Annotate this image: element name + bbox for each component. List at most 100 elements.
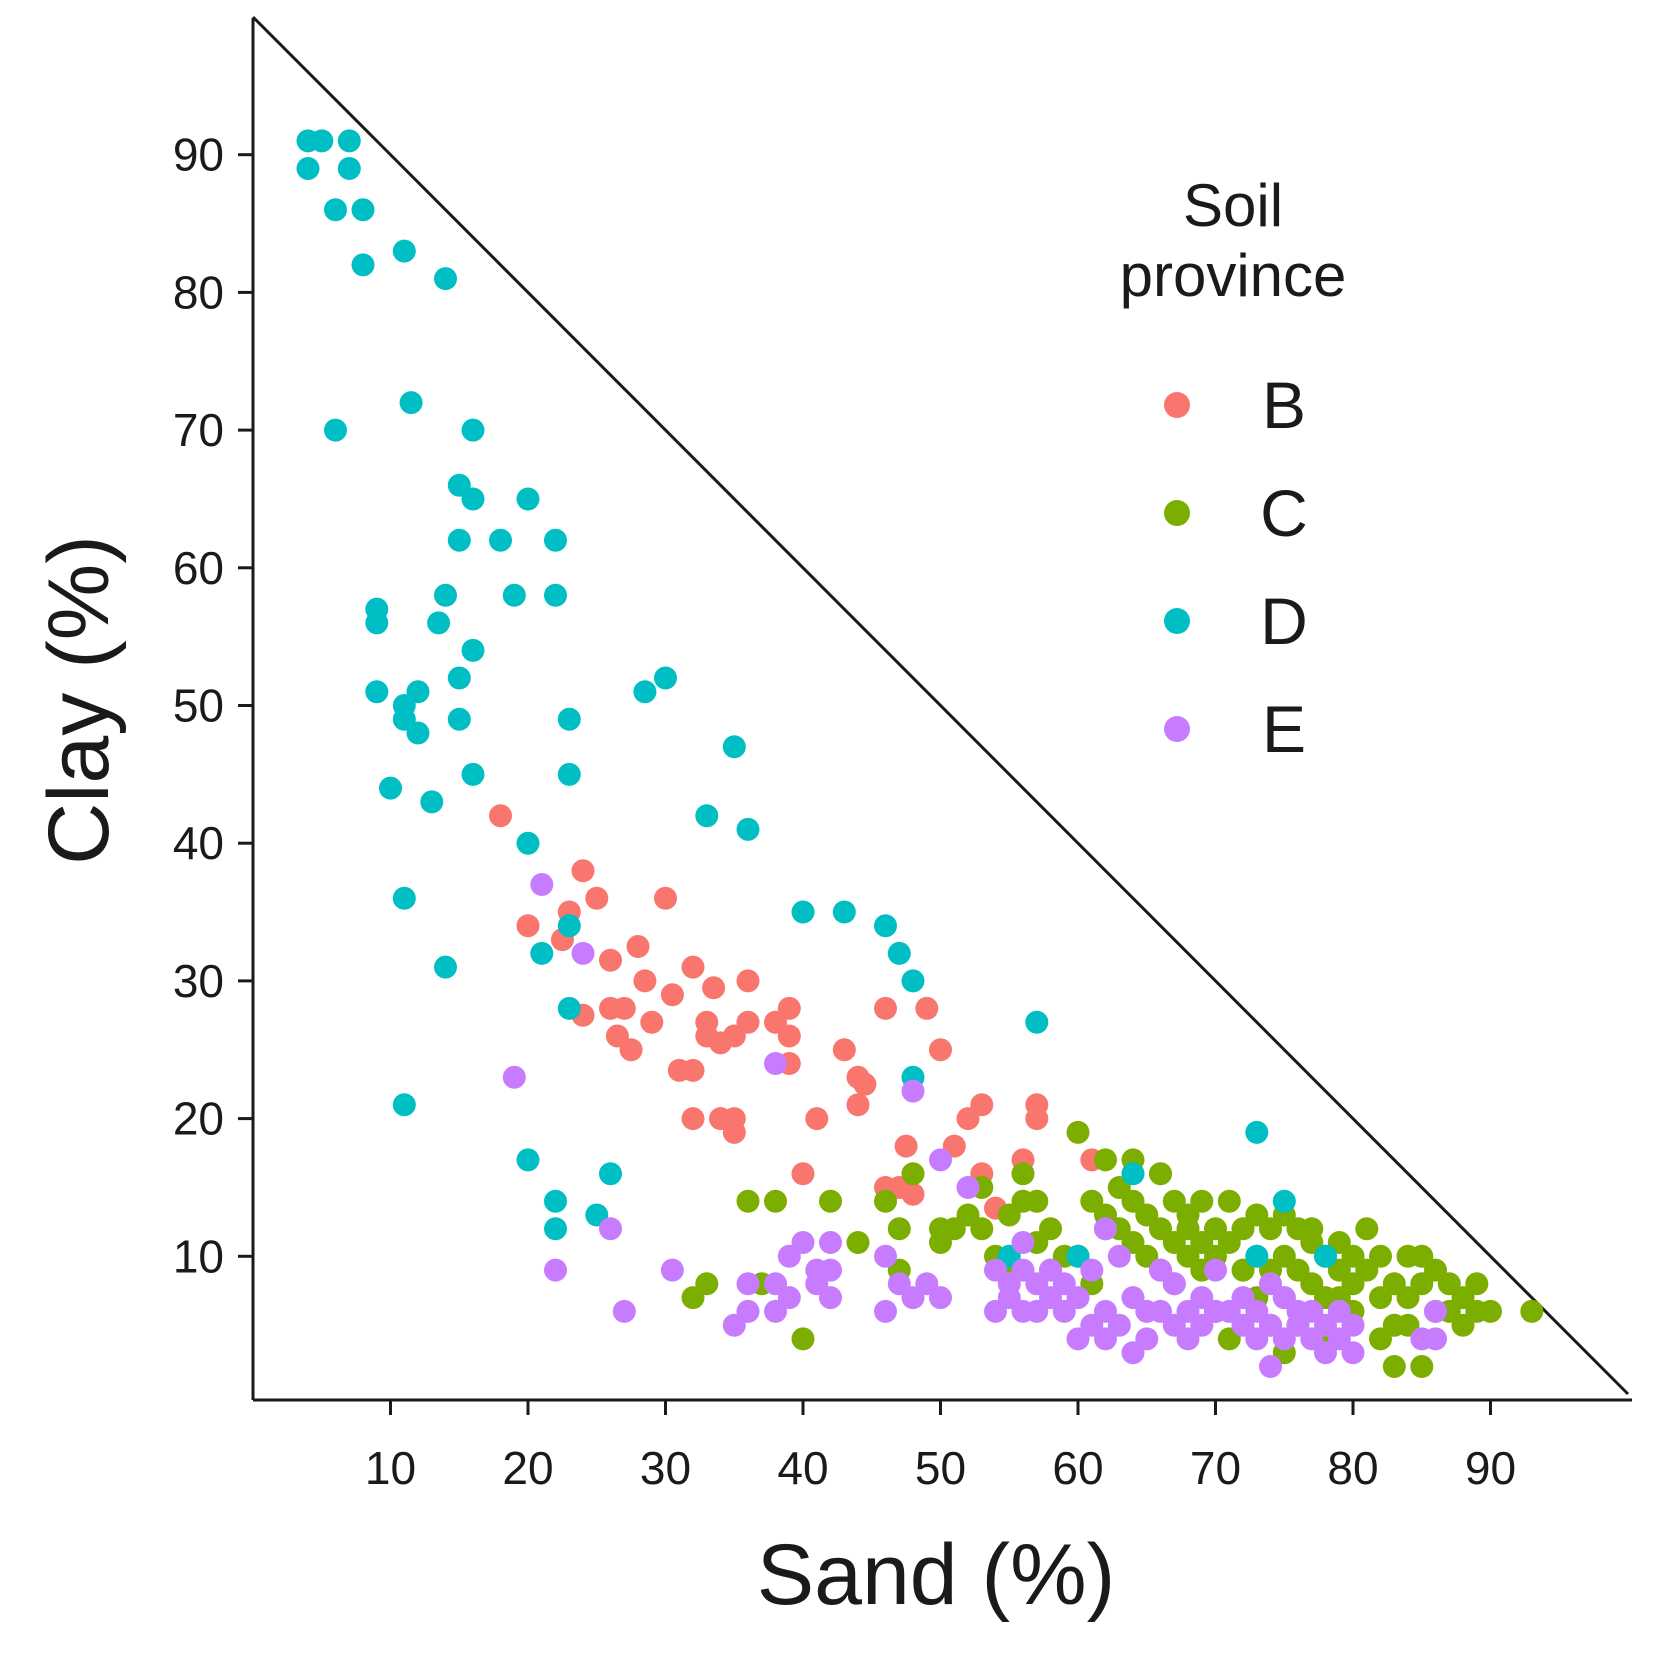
data-point-D bbox=[427, 611, 451, 635]
data-point-E bbox=[1162, 1272, 1186, 1296]
y-tick-label: 90 bbox=[173, 129, 224, 181]
x-tick-label: 30 bbox=[640, 1442, 691, 1494]
data-point-E bbox=[1011, 1231, 1035, 1254]
data-point-C bbox=[1217, 1189, 1241, 1213]
data-point-D bbox=[887, 941, 911, 965]
data-point-B bbox=[901, 1182, 925, 1206]
data-point-B bbox=[660, 983, 684, 1007]
data-point-E bbox=[764, 1052, 787, 1075]
data-point-E bbox=[1066, 1286, 1090, 1310]
data-point-B bbox=[777, 1024, 801, 1048]
data-point-E bbox=[777, 1286, 801, 1310]
data-point-C bbox=[1410, 1355, 1434, 1378]
data-point-D bbox=[1245, 1244, 1269, 1268]
data-point-D bbox=[901, 969, 925, 993]
y-axis-title: Clay (%) bbox=[31, 535, 127, 865]
data-point-E bbox=[660, 1258, 684, 1282]
y-tick-label: 60 bbox=[173, 542, 224, 594]
data-point-E bbox=[502, 1065, 526, 1089]
legend-label-E: E bbox=[1262, 692, 1306, 766]
x-axis-title: Sand (%) bbox=[757, 1527, 1116, 1623]
data-point-D bbox=[365, 680, 389, 704]
data-point-B bbox=[516, 914, 540, 938]
data-point-D bbox=[434, 583, 457, 607]
data-point-D bbox=[557, 762, 581, 786]
x-tick-label: 10 bbox=[365, 1442, 416, 1494]
data-point-B bbox=[619, 1038, 643, 1062]
data-point-B bbox=[626, 935, 650, 958]
data-point-D bbox=[654, 666, 677, 690]
data-point-C bbox=[1465, 1272, 1489, 1296]
data-point-E bbox=[544, 1258, 567, 1282]
data-point-D bbox=[1314, 1244, 1337, 1268]
data-point-C bbox=[791, 1327, 815, 1351]
legend-marker-B bbox=[1164, 392, 1190, 418]
data-point-B bbox=[722, 1120, 746, 1144]
data-point-D bbox=[324, 198, 347, 222]
data-point-E bbox=[1107, 1244, 1131, 1268]
legend-title: Soil province bbox=[1120, 172, 1347, 309]
x-tick-label: 60 bbox=[1052, 1442, 1103, 1494]
data-point-B bbox=[846, 1093, 870, 1117]
y-tick-label: 40 bbox=[173, 817, 224, 869]
y-tick-label: 20 bbox=[173, 1093, 224, 1145]
data-point-B bbox=[633, 969, 657, 993]
data-point-D bbox=[633, 680, 657, 704]
data-point-C bbox=[1355, 1217, 1379, 1241]
data-point-E bbox=[1424, 1299, 1447, 1323]
data-point-D bbox=[447, 528, 471, 552]
data-point-D bbox=[434, 955, 457, 979]
data-point-C bbox=[874, 1189, 897, 1213]
data-point-D bbox=[351, 253, 375, 277]
data-point-B bbox=[654, 886, 677, 910]
data-points bbox=[296, 129, 1544, 1378]
data-point-C bbox=[1479, 1299, 1502, 1323]
data-point-B bbox=[599, 948, 622, 972]
data-point-E bbox=[929, 1148, 952, 1172]
legend-marker-E bbox=[1164, 716, 1190, 742]
data-point-D bbox=[399, 391, 423, 415]
legend-marker-D bbox=[1164, 608, 1190, 634]
data-point-D bbox=[544, 583, 567, 607]
data-point-D bbox=[447, 666, 471, 690]
y-tick-label: 10 bbox=[173, 1230, 224, 1282]
data-point-C bbox=[1011, 1162, 1035, 1186]
data-point-E bbox=[736, 1272, 760, 1296]
data-point-D bbox=[557, 914, 581, 938]
data-point-E bbox=[1424, 1327, 1447, 1351]
data-point-D bbox=[736, 817, 760, 841]
data-point-C bbox=[887, 1217, 911, 1241]
x-tick-label: 40 bbox=[777, 1442, 828, 1494]
data-point-C bbox=[846, 1231, 870, 1254]
data-point-D bbox=[379, 776, 402, 800]
data-point-E bbox=[1259, 1355, 1282, 1378]
data-point-D bbox=[1245, 1120, 1269, 1144]
data-point-C bbox=[764, 1189, 787, 1213]
data-point-D bbox=[392, 1093, 416, 1117]
data-point-B bbox=[681, 1058, 705, 1082]
data-point-D bbox=[296, 157, 320, 180]
data-point-D bbox=[392, 239, 416, 263]
data-point-E bbox=[612, 1299, 636, 1323]
data-point-B bbox=[489, 804, 512, 828]
data-point-D bbox=[392, 886, 416, 910]
data-point-B bbox=[791, 1162, 815, 1186]
data-point-C bbox=[1190, 1189, 1214, 1213]
data-point-B bbox=[585, 886, 609, 910]
data-point-D bbox=[832, 900, 856, 924]
data-point-B bbox=[970, 1093, 994, 1117]
data-point-B bbox=[736, 1010, 760, 1034]
data-point-B bbox=[681, 955, 705, 979]
data-point-D bbox=[406, 721, 430, 745]
y-tick-label: 50 bbox=[173, 680, 224, 732]
data-point-D bbox=[447, 707, 471, 731]
data-point-D bbox=[695, 804, 719, 828]
data-point-D bbox=[1121, 1162, 1145, 1186]
legend-label-D: D bbox=[1260, 584, 1308, 658]
data-point-D bbox=[530, 941, 554, 965]
data-point-E bbox=[956, 1176, 980, 1199]
data-point-C bbox=[1149, 1162, 1172, 1186]
data-point-E bbox=[819, 1258, 842, 1282]
data-point-C bbox=[819, 1189, 842, 1213]
data-point-D bbox=[406, 680, 430, 704]
